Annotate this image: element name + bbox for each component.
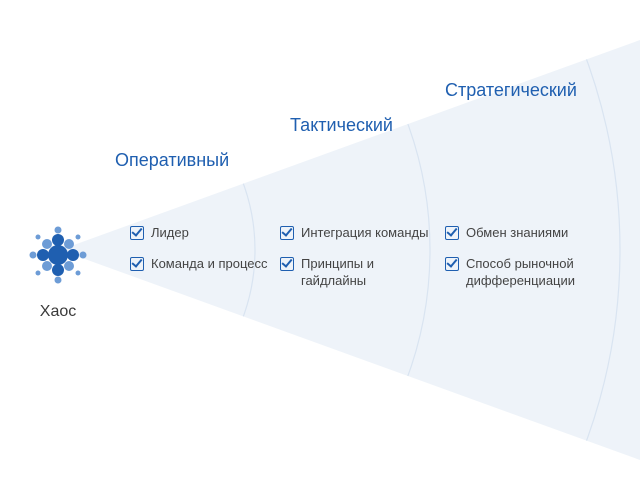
chaos-icon — [23, 220, 93, 290]
check-icon — [130, 257, 144, 271]
list-item: Обмен знаниями — [445, 225, 606, 242]
check-icon — [445, 257, 459, 271]
maturity-diagram: Хаос Оперативный Лидер Команда и процесс Та… — [0, 0, 640, 500]
check-icon — [130, 226, 144, 240]
list-item: Способ рыночной дифференциации — [445, 256, 606, 290]
stage-items-strategic: Обмен знаниями Способ рыночной дифференци… — [445, 225, 606, 304]
list-item: Лидер — [130, 225, 267, 242]
stage-title-text: Оперативный — [115, 150, 229, 171]
item-text: Способ рыночной дифференциации — [466, 256, 606, 290]
item-text: Обмен знаниями — [466, 225, 568, 242]
stage-title-text: Тактический — [290, 115, 393, 136]
list-item: Принципы и гайдлайны — [280, 256, 441, 290]
stages: Оперативный Лидер Команда и процесс Тактиче… — [100, 0, 630, 500]
item-text: Лидер — [151, 225, 189, 242]
stage-items-tactical: Интеграция команды Принципы и гайдлайны — [280, 225, 441, 304]
list-item: Интеграция команды — [280, 225, 441, 242]
origin: Хаос — [18, 220, 98, 321]
check-icon — [280, 257, 294, 271]
stage-title-tactical: Тактический — [290, 115, 393, 154]
stage-title-operational: Оперативный — [115, 150, 229, 189]
stage-title-strategic: Стратегический — [445, 80, 577, 119]
list-item: Команда и процесс — [130, 256, 267, 273]
check-icon — [280, 226, 294, 240]
stage-items-operational: Лидер Команда и процесс — [130, 225, 267, 287]
item-text: Команда и процесс — [151, 256, 267, 273]
item-text: Интеграция команды — [301, 225, 428, 242]
item-text: Принципы и гайдлайны — [301, 256, 441, 290]
check-icon — [445, 226, 459, 240]
origin-label: Хаос — [18, 303, 98, 321]
stage-title-text: Стратегический — [445, 80, 577, 101]
